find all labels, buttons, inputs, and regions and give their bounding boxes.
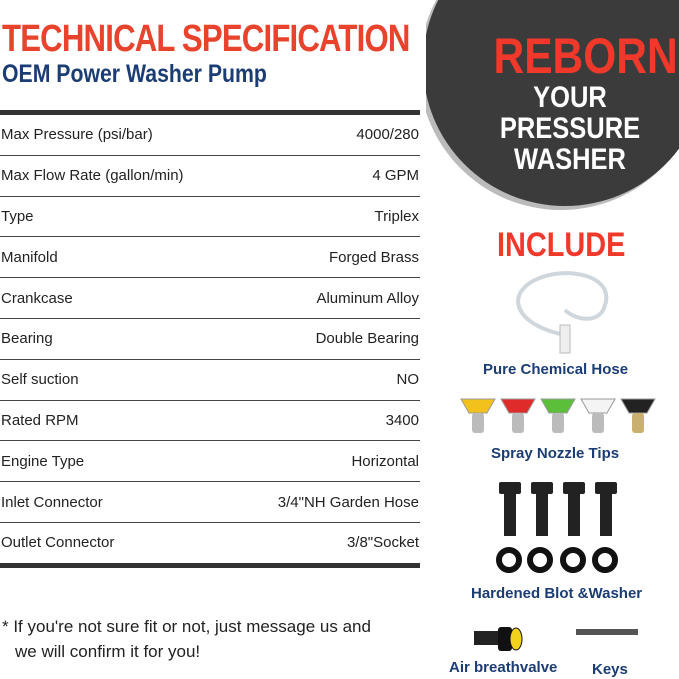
spec-table: Max Pressure (psi/bar) 4000/280 Max Flow R… xyxy=(0,110,420,568)
spec-label: Self suction xyxy=(1,371,79,389)
badge-reborn: REBORN xyxy=(493,28,678,84)
spec-row: Inlet Connector 3/4"NH Garden Hose xyxy=(0,482,420,523)
nozzle-tips-icon xyxy=(460,398,656,433)
spec-row: Type Triplex xyxy=(0,197,420,238)
hose-icon xyxy=(516,271,609,354)
badge-circle xyxy=(426,0,679,210)
note: * If you're not sure fit or not, just me… xyxy=(2,614,371,664)
key-icon xyxy=(576,629,638,635)
badge-washer: WASHER xyxy=(514,143,626,176)
spec-row: Self suction NO xyxy=(0,360,420,401)
page-title: TECHNICAL SPECIFICATION xyxy=(2,18,410,60)
note-line-1: * If you're not sure fit or not, just me… xyxy=(2,617,371,636)
spec-row: Max Pressure (psi/bar) 4000/280 xyxy=(0,115,420,156)
page-subtitle: OEM Power Washer Pump xyxy=(2,60,267,88)
spec-label: Type xyxy=(1,207,34,225)
label-keys: Keys xyxy=(592,661,628,678)
label-air-valve: Air breathvalve xyxy=(449,659,558,676)
spec-row: Crankcase Aluminum Alloy xyxy=(0,278,420,319)
spec-row: Engine Type Horizontal xyxy=(0,441,420,483)
spec-value: 4000/280 xyxy=(356,126,419,144)
label-nozzles: Spray Nozzle Tips xyxy=(491,445,620,462)
spec-label: Outlet Connector xyxy=(1,534,115,552)
spec-value: Horizontal xyxy=(351,452,419,470)
spec-row: Rated RPM 3400 xyxy=(0,401,420,442)
spec-value: NO xyxy=(396,371,420,389)
spec-label: Max Pressure (psi/bar) xyxy=(1,126,153,144)
spec-value: 3/8"Socket xyxy=(346,534,419,552)
bolts-washers-icon xyxy=(496,482,618,573)
spec-value: Triplex xyxy=(374,207,419,225)
spec-label: Bearing xyxy=(1,330,53,348)
spec-value: Forged Brass xyxy=(328,248,419,266)
spec-row: Max Flow Rate (gallon/min) 4 GPM xyxy=(0,156,420,197)
spec-value: 3400 xyxy=(385,411,419,429)
badge-text: REBORN YOUR PRESSURE WASHER xyxy=(493,28,678,176)
spec-value: Double Bearing xyxy=(315,330,419,348)
label-hose: Pure Chemical Hose xyxy=(483,361,629,378)
spec-label: Inlet Connector xyxy=(1,493,103,511)
nozzle-tip xyxy=(460,398,496,433)
label-bolts: Hardened Blot &Washer xyxy=(471,585,643,602)
air-valve-icon xyxy=(474,627,523,651)
spec-label: Rated RPM xyxy=(1,411,79,429)
include-title: INCLUDE xyxy=(497,226,626,264)
nozzle-tip xyxy=(500,398,536,433)
badge-your: YOUR xyxy=(533,81,607,114)
spec-row: Manifold Forged Brass xyxy=(0,237,420,279)
badge-pressure: PRESSURE xyxy=(499,112,641,145)
nozzle-tip xyxy=(620,398,656,433)
spec-label: Crankcase xyxy=(1,289,73,307)
spec-label: Manifold xyxy=(1,248,58,266)
note-line-2: we will confirm it for you! xyxy=(15,642,201,661)
spec-label: Max Flow Rate (gallon/min) xyxy=(1,167,184,185)
spec-row: Outlet Connector 3/8"Socket xyxy=(0,523,420,568)
spec-label: Engine Type xyxy=(1,452,85,470)
spec-row: Bearing Double Bearing xyxy=(0,319,420,360)
spec-value: 4 GPM xyxy=(372,167,419,185)
spec-value: Aluminum Alloy xyxy=(316,289,419,307)
nozzle-tip xyxy=(540,398,576,433)
nozzle-tip xyxy=(580,398,616,433)
spec-value: 3/4"NH Garden Hose xyxy=(277,493,419,511)
